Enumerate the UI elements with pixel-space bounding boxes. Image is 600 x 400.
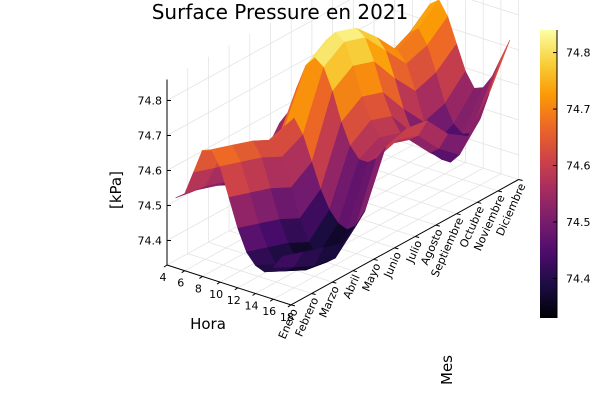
colorbar-tick-label: 74.8 bbox=[566, 47, 591, 60]
gridline-floor-hour bbox=[255, 167, 484, 294]
z-tick-label: 74.8 bbox=[138, 95, 163, 108]
x-tick-mark bbox=[234, 287, 239, 291]
colorbar-tick-label: 74.7 bbox=[566, 103, 591, 116]
y-tick-mark bbox=[311, 293, 316, 295]
x-tick-label: 14 bbox=[245, 300, 259, 313]
surface-layer bbox=[175, 0, 511, 273]
x-tick-mark bbox=[252, 293, 256, 296]
y-tick-mark bbox=[352, 270, 358, 273]
x-tick-label: 12 bbox=[227, 294, 241, 307]
x-tick-label: 4 bbox=[160, 271, 167, 284]
y-axis-title: Mes bbox=[438, 355, 456, 385]
x-tick-mark bbox=[216, 281, 221, 285]
x-tick-label: 18 bbox=[280, 311, 294, 324]
y-tick-label: Junio bbox=[381, 250, 404, 281]
x-tick-mark bbox=[181, 270, 185, 274]
y-tick-mark bbox=[414, 236, 420, 238]
x-tick-label: 16 bbox=[262, 305, 276, 318]
z-tick-label: 74.4 bbox=[138, 235, 163, 248]
y-tick-mark bbox=[373, 258, 378, 261]
y-tick-mark bbox=[518, 179, 523, 181]
x-axis-line bbox=[166, 264, 292, 306]
x-tick-mark bbox=[163, 264, 168, 268]
x-tick-label: 8 bbox=[195, 282, 202, 295]
gridline-floor-month bbox=[394, 139, 519, 180]
x-axis-title: Hora bbox=[190, 315, 226, 333]
x-tick-mark bbox=[287, 304, 292, 308]
surface-patch bbox=[272, 251, 304, 269]
x-tick-label: 6 bbox=[177, 277, 184, 290]
y-tick-mark bbox=[394, 247, 399, 250]
z-tick-label: 74.7 bbox=[138, 130, 163, 143]
colorbar-gradient bbox=[540, 30, 557, 318]
y-tick-mark bbox=[435, 224, 440, 227]
gridline-left-z bbox=[166, 0, 351, 101]
y-axis-line bbox=[290, 179, 519, 306]
y-tick-mark bbox=[332, 281, 337, 284]
gridline-floor-month bbox=[187, 253, 312, 294]
colorbar-tick-label: 74.4 bbox=[566, 272, 591, 285]
x-tick-mark bbox=[269, 298, 274, 302]
y-tick-mark bbox=[497, 190, 503, 193]
y-tick-mark bbox=[456, 213, 461, 216]
colorbar: 74.4 74.5 74.6 74.7 74.8 bbox=[540, 30, 591, 318]
y-tick-mark bbox=[290, 304, 296, 307]
colorbar-tick-label: 74.6 bbox=[566, 160, 591, 173]
chart-title: Surface Pressure en 2021 bbox=[152, 0, 409, 24]
y-tick-label: Mayo bbox=[360, 261, 384, 293]
gridline-floor-hour bbox=[273, 173, 502, 300]
x-tick-mark bbox=[199, 275, 203, 279]
z-tick-label: 74.6 bbox=[138, 165, 163, 178]
z-axis-title: [kPa] bbox=[107, 171, 125, 209]
gridline-back-z bbox=[470, 0, 519, 16]
y-tick-mark bbox=[477, 201, 482, 204]
colorbar-tick-label: 74.5 bbox=[566, 216, 591, 229]
z-tick-label: 74.5 bbox=[138, 200, 163, 213]
x-tick-label: 10 bbox=[209, 288, 223, 301]
gridline-back-z bbox=[394, 9, 519, 51]
gridline-floor-month bbox=[373, 150, 499, 192]
